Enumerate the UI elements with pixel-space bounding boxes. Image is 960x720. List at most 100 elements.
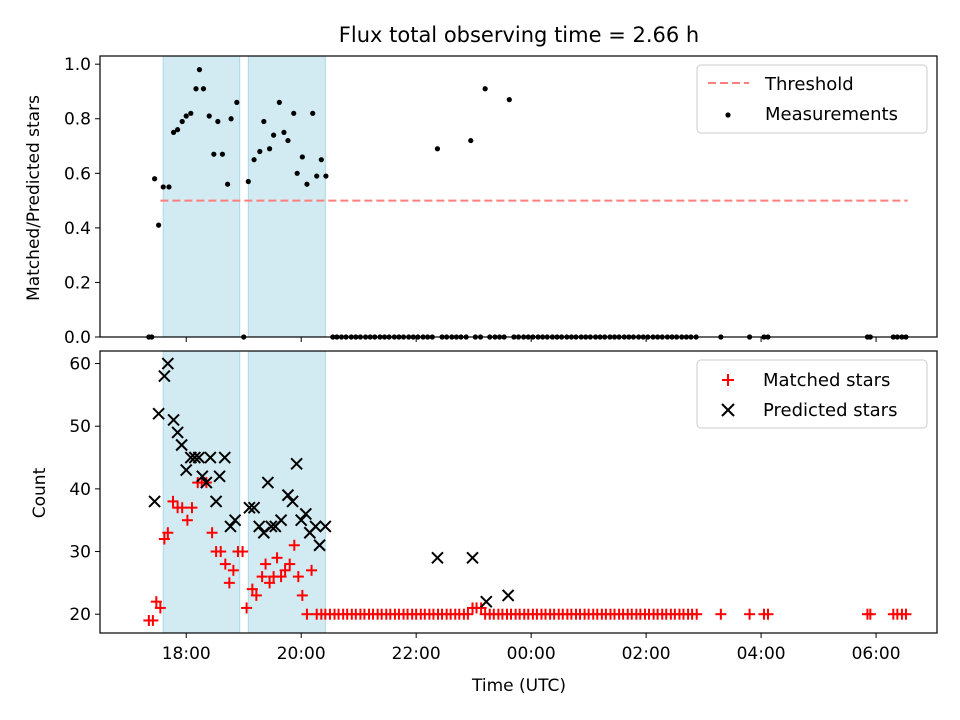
x-tick-label: 22:00 [392,644,441,664]
measurement-point [281,129,287,135]
matched-star-point [744,608,756,620]
y-tick-label: 30 [69,543,91,563]
predicted-star-point [466,551,479,565]
predicted-star-point [265,520,278,533]
measurement-point [170,129,177,135]
predicted-star-point [200,476,213,489]
y-tick-label: 0.6 [64,164,91,184]
predicted-star-point [299,507,313,521]
matched-star-point [150,596,162,608]
measurement-point [271,132,277,138]
predicted-star-point [319,520,332,533]
measurement-point [234,99,240,105]
x-tick-label: 06:00 [852,644,901,664]
matched-star-point [296,589,308,601]
predicted-star-point [148,495,161,508]
predicted-star-point [218,451,231,464]
matched-star-point [900,608,912,620]
measurement-point [276,99,282,105]
predicted-star-point [313,539,326,552]
matched-star-point [275,571,287,583]
measurement-point [160,184,166,190]
predicted-star-point [253,520,266,533]
measurement-point [179,118,185,125]
measurement-point [323,173,329,179]
shaded-region [247,350,326,634]
predicted-star-point [224,520,237,533]
matched-star-point [292,571,304,583]
measurement-point [188,110,194,116]
y-axis-ticks-ratio: 0.0 0.2 0.4 0.6 0.8 1.0 [64,55,100,348]
measurement-point [251,157,257,163]
y-tick-label: 0.8 [64,110,91,130]
measurement-point [482,86,488,92]
measurement-point [196,67,203,73]
measurement-point [299,154,305,160]
matched-star-point [176,502,188,514]
shaded-region [162,55,241,338]
ratio-panel: Flux total observing time = 2.66 h Match… [24,23,938,348]
predicted-star-point [180,463,193,477]
matched-star-point [279,564,291,576]
predicted-star-point [192,451,206,464]
matched-star-point [715,608,727,620]
y-tick-label: 0.4 [64,219,91,239]
observing-window-shading [162,55,326,338]
measurement-point [200,86,207,92]
matched-star-point [237,546,249,558]
plot-frame-top [99,55,938,338]
y-axis-ticks-count: 20 30 40 50 60 [69,355,100,625]
legend-top: Threshold Measurements [696,64,928,134]
predicted-star-point [501,589,515,602]
plot-frame-bottom [99,350,938,634]
matched-star-point [864,608,876,620]
measurement-point [206,113,212,119]
legend-matched-label: Matched stars [763,370,890,391]
chart-title: Flux total observing time = 2.66 h [339,23,699,47]
matched-star-point [271,552,283,564]
predicted-star-point [213,470,226,483]
matched-star-point [288,539,300,551]
predicted-star-point [175,438,188,452]
measurement-point [257,148,263,155]
matched-star-point [246,583,258,595]
matched-star-point [223,577,235,589]
measurement-point [156,222,162,228]
measurement-point [175,127,181,133]
matched-star-point [186,502,198,514]
predicted-star-point [431,551,444,565]
matched-star-point [475,602,487,614]
y-tick-label: 0.0 [64,328,91,348]
matched-star-point [154,602,166,614]
measurement-point [193,86,199,92]
measurement-point [310,110,316,116]
matched-star-point [462,608,474,620]
x-tick-label: 00:00 [507,644,556,664]
matched-star-point [301,608,313,620]
x-tick-label: 02:00 [622,644,671,664]
predicted-star-point [228,513,242,527]
measurement-point [304,181,310,187]
matched-star-point [147,614,159,626]
predicted-star-point [243,501,256,514]
matched-star-point [250,589,262,601]
predicted-star-point [188,451,202,464]
predicted-star-point [480,595,493,608]
measurement-point [152,176,158,182]
measurement-point [183,113,189,119]
legend-box [696,359,928,429]
x-axis-label: Time (UTC) [471,676,566,696]
matched-star-point [691,608,703,620]
predicted-star-point [247,501,261,514]
matched-star-point [206,527,218,539]
matched-star-point [158,533,170,545]
y-tick-label: 40 [69,480,91,500]
x-axis-ticks-top [185,337,877,342]
observing-window-shading-count [162,350,326,634]
y-tick-label: 50 [69,417,91,437]
y-axis-label-ratio: Matched/Predicted stars [24,95,44,301]
measurement-point [434,146,441,152]
predicted-star-point [171,426,184,439]
predicted-star-point [167,413,180,427]
